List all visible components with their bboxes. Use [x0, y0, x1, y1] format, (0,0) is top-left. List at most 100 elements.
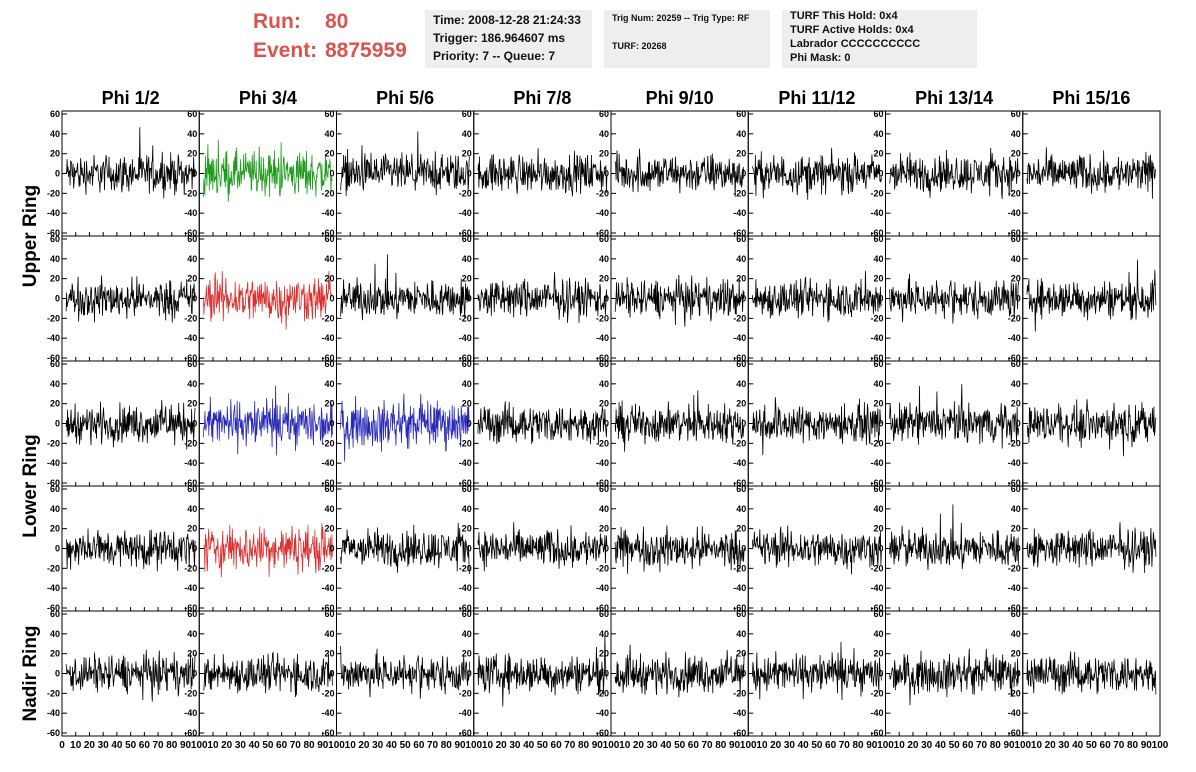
- waveform-panel: -60 -40 -20 0 20 40 60: [47, 609, 200, 738]
- y-tick-label: 40: [1011, 379, 1021, 389]
- y-tick-label: 20: [599, 274, 609, 284]
- trigger-text: Trigger: 186.964607 ms: [433, 31, 566, 45]
- waveform-trace: [752, 641, 882, 701]
- y-tick-label: 60: [1011, 234, 1021, 244]
- x-tick-label: 40: [1072, 740, 1084, 751]
- x-tick-label: 60: [825, 740, 837, 751]
- y-tick-label: -40: [184, 458, 197, 468]
- x-tick-label: 80: [1127, 740, 1139, 751]
- x-tick-label: 90: [1141, 740, 1153, 751]
- y-tick-label: 60: [324, 234, 334, 244]
- y-tick-label: 20: [187, 149, 197, 159]
- waveform-panel: -60 -40 -20 0 20 40 60: [870, 109, 1024, 238]
- waveform-panel: -60 -40 -20 0 20 40 60: [184, 484, 337, 613]
- y-tick-label: 40: [1011, 629, 1021, 639]
- x-tick-label: 40: [798, 740, 810, 751]
- y-tick-label: 20: [50, 649, 60, 659]
- panel-frame: [885, 110, 1024, 237]
- x-tick-label: 20: [633, 740, 645, 751]
- y-tick-label: 0: [1016, 169, 1021, 179]
- x-tick-label: 50: [262, 740, 274, 751]
- y-tick-label: -20: [47, 688, 60, 698]
- y-tick-label: 40: [462, 379, 472, 389]
- y-tick-label: -60: [184, 353, 197, 363]
- x-tick-label: 100: [328, 740, 345, 751]
- waveform-panel: -60 -40 -20 0 20 40 60: [184, 359, 337, 488]
- y-tick-label: 20: [187, 524, 197, 534]
- y-tick-label: 20: [462, 524, 472, 534]
- y-tick-label: -60: [596, 728, 609, 738]
- y-tick-label: 60: [599, 609, 609, 619]
- y-tick-label: -40: [321, 458, 334, 468]
- y-tick-label: 40: [50, 254, 60, 264]
- column-header: Phi 15/16: [1052, 88, 1130, 108]
- labrador-text: Labrador CCCCCCCCCC: [790, 38, 921, 50]
- x-tick-label: 60: [962, 740, 974, 751]
- y-tick-label: 60: [50, 109, 60, 119]
- waveform-panel: -60 -40 -20 0 20 40 60: [47, 359, 200, 488]
- y-tick-label: 40: [873, 629, 883, 639]
- y-tick-label: 20: [50, 524, 60, 534]
- y-tick-label: -20: [47, 313, 60, 323]
- y-tick-label: 20: [462, 274, 472, 284]
- y-tick-label: 40: [1011, 504, 1021, 514]
- y-tick-label: 60: [599, 234, 609, 244]
- y-tick-label: 40: [50, 504, 60, 514]
- x-tick-label: 20: [84, 740, 96, 751]
- y-tick-label: -20: [459, 688, 472, 698]
- y-tick-label: -60: [321, 603, 334, 613]
- y-tick-label: -60: [1008, 603, 1021, 613]
- y-tick-label: 0: [741, 169, 746, 179]
- y-tick-label: 60: [462, 609, 472, 619]
- y-tick-label: -20: [870, 688, 883, 698]
- column-header: Phi 13/14: [915, 88, 993, 108]
- y-tick-label: -60: [596, 228, 609, 238]
- run-label: Run:: [253, 10, 301, 33]
- waveform-panel: -60 -40 -20 0 20 40 60: [321, 109, 475, 238]
- y-tick-label: -60: [733, 478, 746, 488]
- y-tick-label: -60: [321, 353, 334, 363]
- waveform-trace: [889, 648, 1019, 706]
- y-tick-label: 40: [324, 504, 334, 514]
- y-tick-label: -60: [870, 478, 883, 488]
- y-tick-label: 60: [736, 359, 746, 369]
- y-tick-label: -60: [184, 603, 197, 613]
- y-tick-label: 20: [1011, 399, 1021, 409]
- y-tick-label: 40: [873, 129, 883, 139]
- ring-label: Upper Ring: [20, 185, 41, 287]
- y-tick-label: -60: [1008, 228, 1021, 238]
- y-tick-label: -40: [184, 208, 197, 218]
- x-tick-label: 10: [345, 740, 357, 751]
- y-tick-label: -60: [47, 728, 60, 738]
- event-value: 8875959: [325, 39, 407, 62]
- x-tick-label: 10: [70, 740, 82, 751]
- y-tick-label: 60: [736, 109, 746, 119]
- waveform-panel: -60 -40 -20 0 20 40 60: [184, 234, 337, 363]
- x-tick-label: 100: [1152, 740, 1169, 751]
- y-tick-label: 0: [604, 294, 609, 304]
- x-tick-label: 20: [770, 740, 782, 751]
- x-tick-label: 20: [358, 740, 370, 751]
- y-tick-label: 0: [55, 419, 60, 429]
- y-tick-label: 0: [467, 294, 472, 304]
- y-tick-label: 0: [741, 294, 746, 304]
- y-tick-label: 40: [50, 129, 60, 139]
- waveform-trace: [889, 273, 1019, 324]
- y-tick-label: 20: [50, 149, 60, 159]
- y-tick-label: -60: [870, 728, 883, 738]
- waveform-panel: -60 -40 -20 0 20 40 60: [459, 359, 612, 488]
- y-tick-label: 40: [599, 129, 609, 139]
- waveform-trace: [65, 649, 196, 702]
- waveform-panel: -60 -40 -20 0 20 40 60: [870, 359, 1024, 488]
- y-tick-label: -60: [47, 228, 60, 238]
- x-tick-label: 40: [249, 740, 261, 751]
- y-tick-label: -40: [184, 583, 197, 593]
- y-tick-label: 60: [50, 234, 60, 244]
- y-tick-label: 60: [324, 609, 334, 619]
- waveform-panel: -60 -40 -20 0 20 40 60: [47, 109, 200, 238]
- y-tick-label: -40: [47, 583, 60, 593]
- waveform-panel: -60 -40 -20 0 20 40 60: [1008, 234, 1161, 363]
- turf-hold-text: TURF This Hold: 0x4: [790, 10, 898, 22]
- y-tick-label: -60: [459, 603, 472, 613]
- waveform-trace: [65, 275, 196, 323]
